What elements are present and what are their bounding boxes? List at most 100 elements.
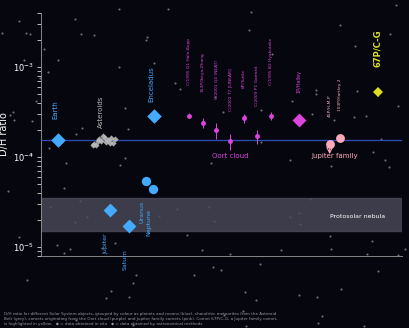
Text: Protosolar nebula: Protosolar nebula [329, 214, 384, 219]
Text: 153P/Ikeya-Zhang: 153P/Ikeya-Zhang [200, 52, 204, 92]
Point [312, 92, 319, 97]
Point [99, 134, 106, 139]
Point [54, 57, 61, 63]
Point [101, 135, 108, 140]
Text: 103P/Hartley 2: 103P/Hartley 2 [337, 79, 341, 111]
Point [177, 87, 183, 92]
Point [190, 273, 196, 278]
Point [286, 214, 292, 219]
Point [353, 89, 360, 94]
Point [37, 75, 43, 81]
Point [124, 127, 130, 132]
Text: C/2001 Q4 (NEAT): C/2001 Q4 (NEAT) [214, 60, 218, 99]
Point [312, 295, 319, 300]
Point [256, 261, 262, 267]
Text: Uranus: Uranus [139, 200, 144, 223]
Point [351, 43, 357, 48]
Point [377, 136, 384, 141]
Text: C/1995 O1 Hale-Bopp: C/1995 O1 Hale-Bopp [187, 38, 190, 85]
Point [211, 219, 217, 224]
Point [295, 292, 302, 297]
Text: 1P/Halley: 1P/Halley [295, 70, 301, 93]
Point [172, 81, 178, 86]
Point [318, 313, 324, 318]
Point [41, 47, 47, 52]
Point [308, 112, 315, 117]
Point [156, 214, 162, 219]
Point [350, 115, 356, 120]
Point [94, 139, 101, 144]
Point [173, 206, 180, 211]
Point [386, 31, 392, 37]
Text: C/2002 T7 [LINEAR]: C/2002 T7 [LINEAR] [227, 68, 231, 111]
Point [103, 139, 109, 145]
Point [23, 31, 29, 36]
Point [325, 143, 331, 149]
Point [108, 288, 114, 294]
Point [217, 267, 224, 273]
Point [295, 117, 301, 122]
Point [130, 322, 136, 328]
Text: C/2009 P1 Garrard: C/2009 P1 Garrard [255, 66, 259, 106]
Point [295, 211, 301, 216]
Point [106, 207, 113, 213]
Point [11, 117, 17, 123]
Point [219, 109, 225, 114]
Point [369, 150, 375, 155]
Text: 67P/C-G: 67P/C-G [372, 30, 381, 67]
Point [296, 221, 303, 226]
Point [381, 157, 387, 163]
Bar [41, 198, 401, 231]
Point [78, 31, 85, 36]
Point [125, 224, 132, 229]
Point [220, 312, 227, 317]
Point [121, 105, 128, 110]
Point [112, 241, 118, 246]
Point [27, 152, 34, 157]
Point [368, 238, 375, 244]
Point [258, 108, 264, 113]
Point [20, 57, 27, 62]
Point [337, 286, 344, 291]
Point [72, 219, 78, 225]
Point [72, 132, 79, 137]
Point [150, 61, 157, 66]
Point [276, 247, 283, 253]
Point [242, 289, 248, 295]
Point [16, 234, 22, 239]
Point [205, 205, 211, 210]
Point [99, 245, 105, 251]
Point [124, 220, 131, 225]
Point [77, 198, 83, 204]
Point [96, 136, 102, 141]
Point [243, 323, 249, 328]
Point [5, 189, 12, 194]
Point [392, 2, 398, 7]
Point [326, 141, 332, 147]
Point [83, 215, 90, 220]
Point [327, 246, 334, 251]
Point [71, 16, 78, 21]
Point [268, 51, 274, 57]
Text: 45P/H-M-P: 45P/H-M-P [327, 94, 331, 117]
Point [286, 158, 293, 163]
Point [61, 251, 67, 256]
Point [312, 87, 319, 92]
Point [199, 248, 205, 253]
Text: 8P/Tuttle: 8P/Tuttle [241, 69, 245, 88]
Point [149, 187, 155, 192]
Point [27, 31, 34, 36]
Point [164, 6, 171, 11]
Text: Asteroids: Asteroids [98, 96, 104, 128]
Point [98, 138, 104, 143]
Point [104, 137, 111, 143]
Point [362, 114, 369, 119]
Point [23, 278, 30, 283]
Point [116, 162, 123, 168]
Point [63, 160, 69, 166]
Point [306, 196, 312, 202]
Text: Saturn: Saturn [122, 250, 127, 271]
Point [111, 137, 118, 142]
Point [209, 264, 216, 269]
Point [374, 268, 380, 274]
